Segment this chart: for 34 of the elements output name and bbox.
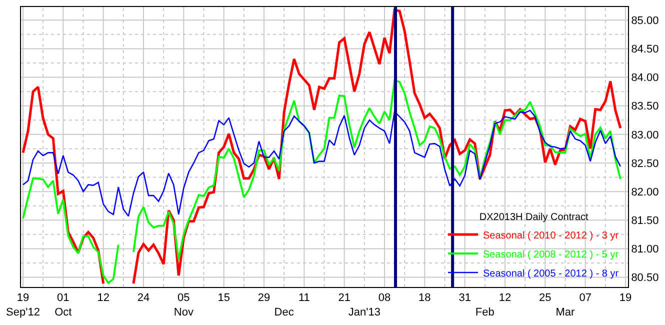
y-tick-label: 83.50 [631,100,659,113]
x-tick-label: 21 [338,292,350,304]
y-tick-label: 85.00 [631,14,659,27]
y-tick-label: 80.50 [631,272,659,284]
x-tick-label: 12 [97,292,110,304]
legend-label: Seasonal ( 2008 - 2012 ) - 5 yr [482,249,620,260]
x-tick-label: Mar [556,306,576,318]
x-tick-label: 12 [498,292,512,304]
x-tick-label: 07 [579,292,592,304]
x-tick-label: 19 Sep'12 [6,292,40,318]
x-tick-label: 05 Nov [174,292,194,318]
y-tick-label: 82.50 [631,158,659,170]
x-tick-label: Dec [274,306,294,318]
x-tick-label: 18 [418,292,431,304]
legend-label: Seasonal ( 2010 - 2012 ) - 3 yr [482,230,620,242]
y-tick-label: 81.50 [631,214,659,227]
x-tick-label: 15 [218,292,230,304]
x-tick-label: 11 [298,292,310,304]
legend-label: Seasonal ( 2005 - 2012 ) - 8 yr [482,268,620,280]
y-tick-label: 83.00 [631,129,659,142]
x-tick-label: 24 [137,292,150,304]
x-tick-label: Feb [475,306,494,318]
x-tick-label: 31 [458,292,471,304]
legend-title: DX2013H Daily Contract [479,212,589,223]
x-tick-label: 08 [378,292,391,304]
x-tick-label: Jan'13 [348,306,380,318]
y-tick-label: 84.00 [631,72,659,84]
x-tick-label: 25 [539,292,552,304]
y-tick-label: 81.00 [631,244,659,256]
x-tick-label: 19 [619,292,632,304]
x-tick-label: 29 [258,292,270,304]
y-tick-label: 82.00 [631,186,659,198]
x-tick-label: 01 Oct [54,292,72,318]
y-tick-label: 84.50 [631,44,659,56]
